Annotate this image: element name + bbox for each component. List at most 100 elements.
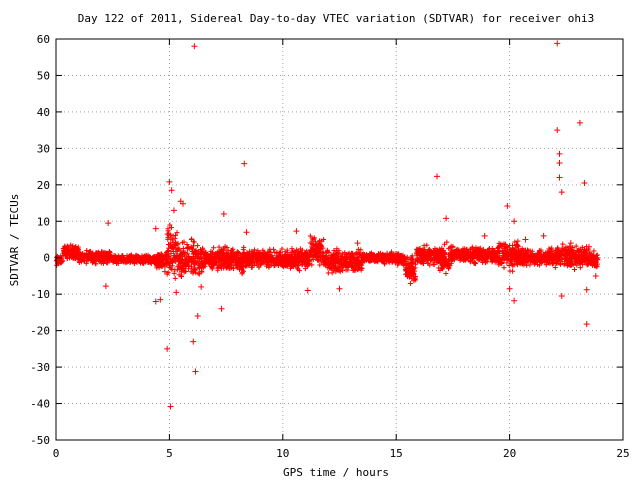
data-point [560,241,566,247]
y-tick-label: -50 [30,434,50,447]
data-point [237,255,243,261]
data-point [453,249,459,255]
data-point [325,249,331,255]
data-point [408,263,414,269]
data-point [535,252,541,258]
data-point [265,255,271,261]
data-point [236,259,242,265]
data-point [543,254,549,260]
data-point [373,255,379,261]
data-point [249,264,255,270]
data-point [458,248,464,254]
data-point [494,253,500,259]
data-point [159,263,165,269]
data-point [68,252,74,258]
data-point [313,241,319,247]
data-point [418,248,424,254]
data-point [386,257,392,263]
data-point [222,260,228,266]
data-point [558,189,565,196]
data-point [135,257,141,263]
y-tick-label: 0 [43,252,50,265]
data-point [443,258,449,264]
data-point [170,207,177,214]
data-point [108,257,114,263]
data-point [393,255,399,261]
data-point [191,253,197,259]
data-point [72,255,78,261]
data-point [79,257,85,263]
data-point [381,260,387,266]
data-point [443,215,450,222]
data-point [184,241,190,247]
data-point [88,248,94,254]
data-point [284,254,290,260]
data-point [443,271,449,277]
data-point [186,253,192,259]
data-point [173,249,179,255]
data-point [327,265,333,271]
data-point [257,261,263,267]
data-point [295,256,301,262]
data-point [58,259,64,265]
data-point [216,258,222,264]
data-point [239,262,245,268]
data-point [102,283,109,290]
data-point [169,263,175,269]
data-point [309,262,315,268]
data-point [434,173,441,180]
data-point [467,249,473,255]
data-point [175,240,181,246]
data-point [170,244,176,250]
data-point [358,266,364,272]
data-point [348,259,354,265]
data-point [307,258,313,264]
y-tick-label: 50 [37,69,50,82]
data-point [166,255,172,261]
data-point [295,266,301,272]
data-point [216,244,222,250]
data-point [254,257,260,263]
data-point [241,244,247,250]
data-point [549,247,555,253]
data-point [311,253,317,259]
data-point [490,256,496,262]
data-point [583,286,590,293]
data-point [226,265,232,271]
data-point [534,255,540,261]
data-point [155,259,161,265]
axis-ticks: -50 -40 -30 -20 -10 0 10 20 30 40 50 60 0 5 10 15 20 25 [30,33,630,460]
data-point [99,249,105,255]
data-point [556,150,563,157]
data-point [418,259,424,265]
data-point [334,266,340,272]
data-point [523,260,529,266]
data-point [218,305,225,312]
data-point [506,285,513,292]
data-point [577,265,583,271]
data-point [261,256,267,262]
data-point [531,253,537,259]
data-point [516,258,522,264]
data-point [414,246,420,252]
data-point [231,259,237,265]
data-point [198,283,205,290]
data-point [464,247,470,253]
data-point [351,255,357,261]
data-point [404,254,410,260]
data-point [247,254,253,260]
data-point [512,239,518,245]
data-point [337,257,343,263]
data-point [206,260,212,266]
data-point [171,257,177,263]
data-point [196,271,202,277]
data-point [489,245,495,251]
data-point [273,260,279,266]
data-point [111,256,117,262]
data-point [156,256,162,262]
data-point [538,257,544,263]
data-point [491,253,497,259]
data-point [293,228,300,235]
data-point [293,249,299,255]
data-point [405,256,411,262]
